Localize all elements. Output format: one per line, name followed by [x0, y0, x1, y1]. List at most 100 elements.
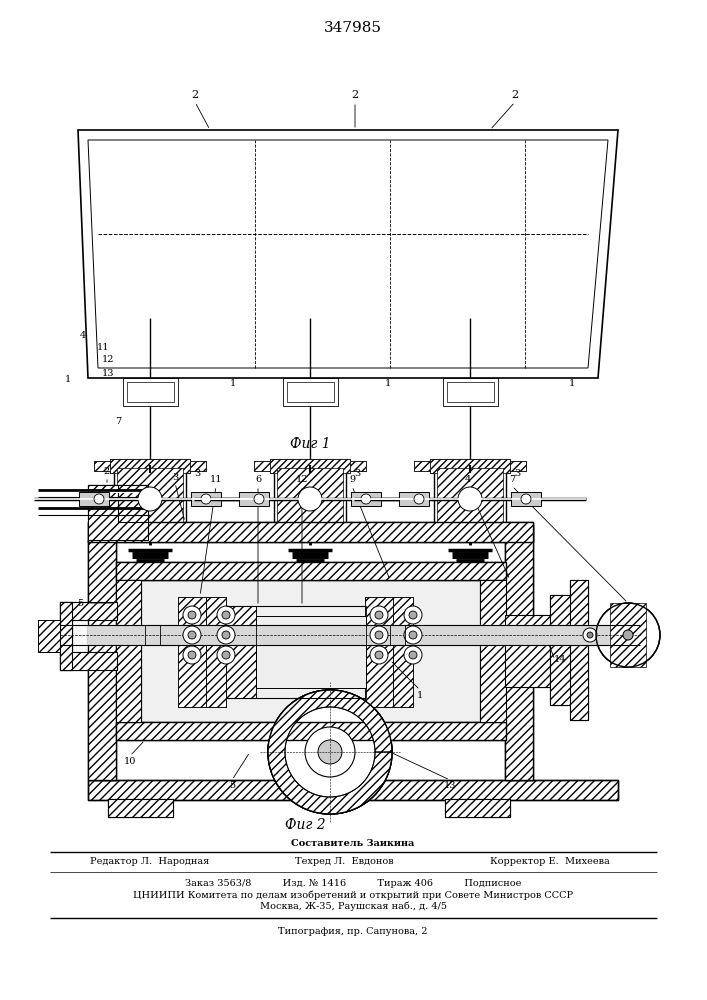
Bar [108, 799, 173, 817]
Text: 4: 4 [465, 476, 471, 485]
Bar [191, 492, 221, 506]
Text: 2: 2 [511, 90, 518, 100]
Circle shape [268, 690, 392, 814]
Bar [365, 597, 393, 707]
Bar [88, 540, 116, 780]
Circle shape [583, 628, 597, 642]
Text: 13: 13 [444, 780, 456, 790]
Circle shape [596, 603, 660, 667]
Bar [447, 382, 494, 402]
Bar [60, 620, 117, 652]
Bar [60, 602, 72, 670]
Circle shape [94, 494, 104, 504]
Bar [437, 468, 503, 530]
Bar [443, 378, 498, 406]
Circle shape [188, 611, 196, 619]
Text: 347985: 347985 [324, 21, 382, 35]
Bar [480, 580, 506, 722]
Bar [60, 602, 72, 670]
Bar [510, 461, 526, 471]
Bar [127, 382, 174, 402]
Text: 2: 2 [104, 468, 110, 477]
Bar [108, 799, 173, 817]
Circle shape [361, 494, 371, 504]
Bar [116, 580, 506, 722]
Polygon shape [268, 690, 392, 814]
Text: 1: 1 [385, 378, 391, 387]
Text: Москва, Ж-35, Раушская наб., д. 4/5: Москва, Ж-35, Раушская наб., д. 4/5 [259, 901, 447, 911]
Text: 7: 7 [509, 476, 515, 485]
Circle shape [370, 606, 388, 624]
Text: 1: 1 [417, 690, 423, 700]
Bar [510, 461, 526, 471]
Circle shape [404, 626, 422, 644]
Circle shape [521, 494, 531, 504]
Bar [277, 468, 343, 530]
Bar [190, 461, 206, 471]
Text: 3: 3 [514, 468, 520, 478]
Bar [445, 799, 510, 817]
Circle shape [404, 606, 422, 624]
Circle shape [222, 631, 230, 639]
Circle shape [305, 727, 355, 777]
Bar [116, 562, 506, 580]
Text: 2: 2 [192, 90, 199, 100]
Text: 14: 14 [554, 656, 566, 664]
Bar [393, 597, 413, 707]
Circle shape [183, 606, 201, 624]
Bar [430, 459, 510, 473]
Bar [206, 597, 226, 707]
Text: Фиг 2: Фиг 2 [285, 818, 325, 832]
Text: Заказ 3563/8          Изд. № 1416          Тираж 406          Подписное: Заказ 3563/8 Изд. № 1416 Тираж 406 Подпи… [185, 879, 521, 888]
Circle shape [375, 651, 383, 659]
Text: 3: 3 [194, 468, 200, 478]
Bar [480, 580, 506, 722]
Bar [350, 461, 366, 471]
Bar [270, 459, 350, 473]
Bar [60, 652, 117, 670]
Circle shape [404, 646, 422, 664]
Bar [570, 580, 588, 720]
Bar [350, 461, 366, 471]
Text: 13: 13 [102, 368, 115, 377]
Circle shape [188, 631, 196, 639]
Bar [38, 620, 60, 652]
Text: Составитель Заикина: Составитель Заикина [291, 838, 415, 848]
Bar [60, 652, 117, 670]
Bar [88, 780, 618, 800]
Bar [434, 465, 506, 533]
Bar [239, 492, 269, 506]
Bar [226, 606, 256, 698]
Bar [178, 597, 206, 707]
Circle shape [623, 630, 633, 640]
Text: Типография, пр. Сапунова, 2: Типография, пр. Сапунова, 2 [279, 928, 428, 936]
Bar [414, 461, 430, 471]
Bar [60, 602, 117, 620]
Bar [550, 595, 572, 705]
Bar [123, 378, 178, 406]
Bar [190, 461, 206, 471]
Bar [38, 620, 60, 652]
Bar [94, 461, 110, 471]
Text: 12: 12 [102, 356, 115, 364]
Text: 9: 9 [349, 476, 355, 485]
Bar [445, 799, 510, 817]
Bar [60, 602, 117, 620]
Bar [116, 722, 506, 740]
Circle shape [458, 487, 482, 511]
Bar [505, 615, 550, 687]
Bar [88, 522, 533, 542]
Bar [505, 525, 533, 780]
Bar [226, 606, 256, 698]
Circle shape [268, 690, 392, 814]
Bar [505, 525, 533, 780]
Text: Редактор Л.  Народная: Редактор Л. Народная [90, 857, 209, 866]
Bar [206, 597, 226, 707]
Bar [570, 580, 588, 720]
Bar [365, 597, 393, 707]
Bar [351, 492, 381, 506]
Bar [270, 459, 350, 473]
Bar [254, 461, 270, 471]
Bar [116, 722, 506, 740]
Circle shape [183, 646, 201, 664]
